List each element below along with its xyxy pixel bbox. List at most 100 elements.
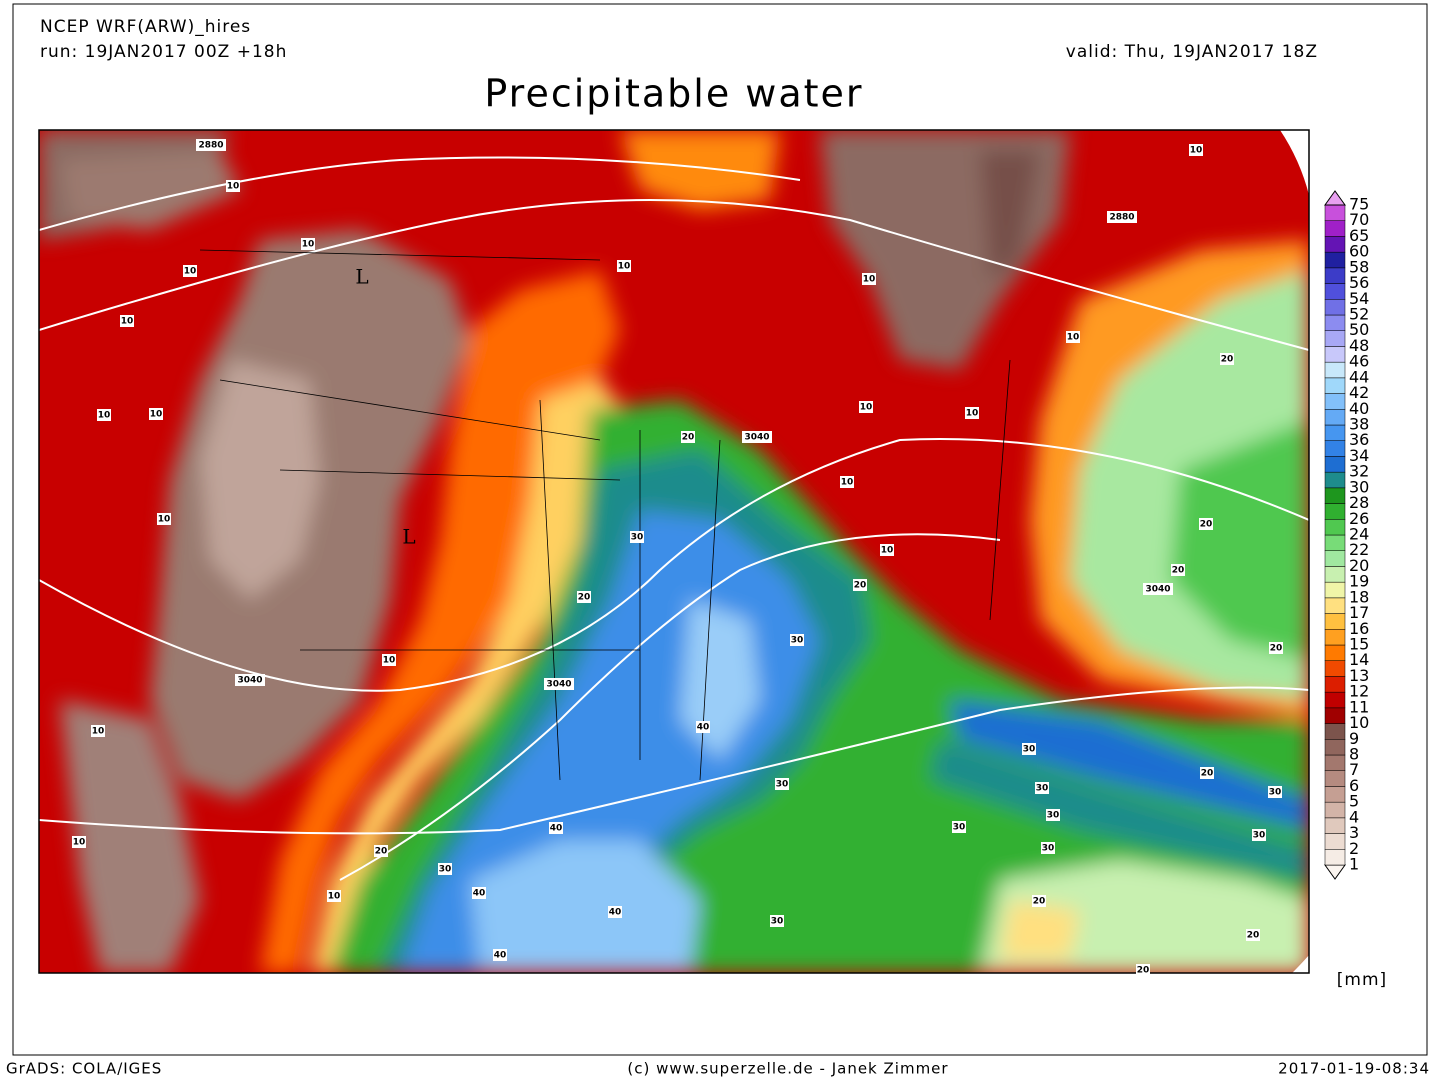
contour-label: 40	[697, 723, 710, 733]
contour-label-box	[374, 845, 388, 857]
contour-label-box	[577, 591, 591, 603]
legend-level: 52	[1349, 305, 1369, 324]
legend-swatch	[1324, 550, 1346, 567]
legend-swatch	[1324, 597, 1346, 614]
contour-label: 10	[150, 410, 163, 420]
contour-label-box	[183, 265, 197, 277]
contour-label: 30	[631, 533, 644, 543]
contour-label-box	[770, 915, 784, 927]
contour-label: 10	[863, 275, 876, 285]
contour-label-box	[696, 721, 710, 733]
legend-level: 50	[1349, 320, 1369, 339]
contour-label: 40	[550, 824, 563, 834]
legend-swatch	[1324, 267, 1346, 284]
legend-level: 11	[1349, 697, 1369, 716]
legend-level: 70	[1349, 210, 1369, 229]
legend-level: 34	[1349, 446, 1369, 465]
legend-level: 54	[1349, 289, 1369, 308]
contour-label-box	[1200, 767, 1214, 779]
contour-label: 3040	[1145, 585, 1170, 595]
contour-label: 2880	[1109, 213, 1134, 223]
legend-level: 5	[1349, 792, 1359, 811]
borders	[199, 249, 1011, 781]
map-frame	[38, 129, 1310, 974]
legend-swatch	[1324, 707, 1346, 724]
legend-swatch	[1324, 754, 1346, 771]
contour-label: 30	[439, 865, 452, 875]
contour-label-box	[1107, 211, 1137, 223]
legend-level: 60	[1349, 242, 1369, 261]
contour-label-box	[1269, 642, 1283, 654]
legend-level: 28	[1349, 493, 1369, 512]
contour-label: 20	[1201, 769, 1214, 779]
contour-label-box	[1136, 964, 1150, 976]
contour-label-box	[630, 531, 644, 543]
legend-level: 44	[1349, 367, 1369, 386]
legend-swatch	[1324, 519, 1346, 536]
contour-label: 10	[73, 838, 86, 848]
contour-label-box	[1220, 353, 1234, 365]
footer-copyright: (c) www.superzelle.de - Janek Zimmer	[627, 1060, 948, 1078]
contour-label: 20	[1137, 966, 1150, 976]
legend-swatch	[1324, 503, 1346, 520]
legend-swatch	[1324, 456, 1346, 473]
legend-level: 13	[1349, 666, 1369, 685]
legend-swatch	[1324, 204, 1346, 221]
legend-level: 7	[1349, 760, 1359, 779]
legend-level: 20	[1349, 556, 1369, 575]
legend-level: 40	[1349, 399, 1369, 418]
contour-label-box	[608, 906, 622, 918]
legend-level: 32	[1349, 462, 1369, 481]
run-info: run: 19JAN2017 00Z +18h	[40, 42, 287, 62]
contour-label: 30	[953, 823, 966, 833]
legend-level: 56	[1349, 273, 1369, 292]
contour-label-box	[1066, 331, 1080, 343]
precipitable-water-field	[39, 130, 1309, 973]
contour-label-box	[1189, 144, 1203, 156]
contour-label: 10	[841, 478, 854, 488]
contour-label-box	[382, 654, 396, 666]
contour-label: 20	[1270, 644, 1283, 654]
contour-label: 10	[328, 892, 341, 902]
footer-software: GrADS: COLA/IGES	[6, 1060, 162, 1078]
legend-swatch	[1324, 786, 1346, 803]
contour-label: 10	[966, 409, 979, 419]
legend-level: 14	[1349, 650, 1369, 669]
legend-swatch	[1324, 236, 1346, 253]
legend-triangle	[1324, 864, 1346, 880]
contour-label: 3040	[546, 680, 571, 690]
contour-label: 10	[302, 240, 315, 250]
legend-swatch	[1324, 424, 1346, 441]
contour-label: 30	[1036, 784, 1049, 794]
contour-label-box	[97, 409, 111, 421]
contour-label-box	[91, 725, 105, 737]
legend-level: 46	[1349, 352, 1369, 371]
contour-label: 10	[618, 262, 631, 272]
legend-swatch	[1324, 739, 1346, 756]
legend-level: 38	[1349, 415, 1369, 434]
contour-label: 30	[771, 917, 784, 927]
legend-swatch	[1324, 393, 1346, 410]
legend-swatch	[1324, 346, 1346, 363]
legend-swatch	[1324, 833, 1346, 850]
field-shading	[39, 130, 1309, 973]
legend-level: 19	[1349, 572, 1369, 591]
legend-swatch	[1324, 220, 1346, 237]
legend-level: 9	[1349, 729, 1359, 748]
contour-label: 20	[1033, 897, 1046, 907]
legend-swatch	[1324, 770, 1346, 787]
legend-level: 58	[1349, 257, 1369, 276]
contour-label-box	[472, 887, 486, 899]
legend-swatch	[1324, 817, 1346, 834]
contour-label: 20	[578, 593, 591, 603]
legend-level: 16	[1349, 619, 1369, 638]
legend-swatch	[1324, 487, 1346, 504]
legend-swatch	[1324, 534, 1346, 551]
contour-label-box	[327, 890, 341, 902]
model-name: NCEP WRF(ARW)_hires	[40, 17, 251, 37]
legend-level: 4	[1349, 807, 1359, 826]
contour-label: 10	[158, 515, 171, 525]
contour-label-box	[226, 180, 240, 192]
contour-label: 30	[1269, 788, 1282, 798]
legend-swatch	[1324, 299, 1346, 316]
